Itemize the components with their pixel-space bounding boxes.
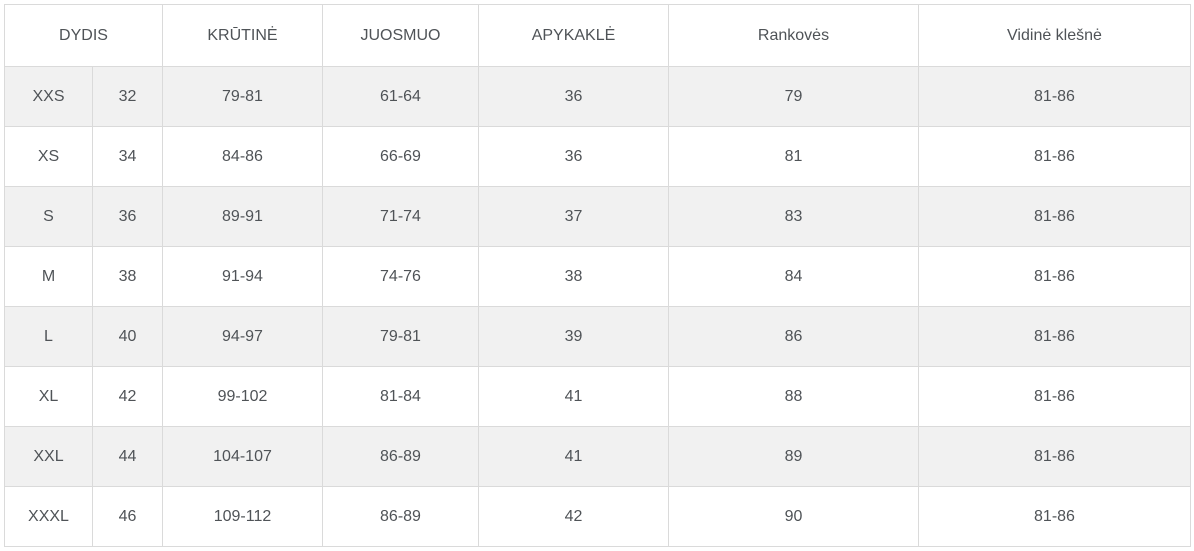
cell-chest: 84-86 <box>163 127 323 187</box>
cell-chest: 94-97 <box>163 307 323 367</box>
size-chart-table: DYDIS KRŪTINĖ JUOSMUO APYKAKLĖ Rankovės … <box>4 4 1191 547</box>
table-row: XXL 44 104-107 86-89 41 89 81-86 <box>5 427 1191 487</box>
cell-waist: 61-64 <box>323 67 479 127</box>
cell-size-num: 34 <box>93 127 163 187</box>
cell-collar: 36 <box>479 127 669 187</box>
cell-waist: 71-74 <box>323 187 479 247</box>
table-row: XXS 32 79-81 61-64 36 79 81-86 <box>5 67 1191 127</box>
cell-size-label: S <box>5 187 93 247</box>
cell-size-num: 36 <box>93 187 163 247</box>
col-header-krutine: KRŪTINĖ <box>163 5 323 67</box>
cell-inseam: 81-86 <box>919 67 1191 127</box>
cell-sleeve: 89 <box>669 427 919 487</box>
cell-collar: 41 <box>479 367 669 427</box>
cell-waist: 66-69 <box>323 127 479 187</box>
cell-collar: 39 <box>479 307 669 367</box>
table-row: XL 42 99-102 81-84 41 88 81-86 <box>5 367 1191 427</box>
table-header-row: DYDIS KRŪTINĖ JUOSMUO APYKAKLĖ Rankovės … <box>5 5 1191 67</box>
cell-inseam: 81-86 <box>919 367 1191 427</box>
cell-waist: 79-81 <box>323 307 479 367</box>
cell-waist: 81-84 <box>323 367 479 427</box>
cell-waist: 74-76 <box>323 247 479 307</box>
cell-sleeve: 81 <box>669 127 919 187</box>
cell-inseam: 81-86 <box>919 187 1191 247</box>
col-header-apykakle: APYKAKLĖ <box>479 5 669 67</box>
table-row: S 36 89-91 71-74 37 83 81-86 <box>5 187 1191 247</box>
cell-collar: 38 <box>479 247 669 307</box>
cell-size-num: 44 <box>93 427 163 487</box>
cell-chest: 99-102 <box>163 367 323 427</box>
cell-inseam: 81-86 <box>919 307 1191 367</box>
cell-inseam: 81-86 <box>919 427 1191 487</box>
cell-size-label: XXS <box>5 67 93 127</box>
col-header-juosmuo: JUOSMUO <box>323 5 479 67</box>
cell-size-label: XS <box>5 127 93 187</box>
cell-chest: 79-81 <box>163 67 323 127</box>
cell-size-label: M <box>5 247 93 307</box>
cell-chest: 91-94 <box>163 247 323 307</box>
col-header-dydis: DYDIS <box>5 5 163 67</box>
cell-size-num: 38 <box>93 247 163 307</box>
cell-size-num: 42 <box>93 367 163 427</box>
cell-inseam: 81-86 <box>919 127 1191 187</box>
cell-size-num: 32 <box>93 67 163 127</box>
table-row: M 38 91-94 74-76 38 84 81-86 <box>5 247 1191 307</box>
table-row: L 40 94-97 79-81 39 86 81-86 <box>5 307 1191 367</box>
cell-sleeve: 88 <box>669 367 919 427</box>
cell-sleeve: 83 <box>669 187 919 247</box>
cell-collar: 36 <box>479 67 669 127</box>
cell-inseam: 81-86 <box>919 247 1191 307</box>
cell-sleeve: 79 <box>669 67 919 127</box>
cell-size-num: 40 <box>93 307 163 367</box>
cell-size-label: XXL <box>5 427 93 487</box>
col-header-rankoves: Rankovės <box>669 5 919 67</box>
col-header-vidine: Vidinė klešnė <box>919 5 1191 67</box>
cell-size-label: L <box>5 307 93 367</box>
cell-collar: 37 <box>479 187 669 247</box>
cell-sleeve: 86 <box>669 307 919 367</box>
cell-chest: 104-107 <box>163 427 323 487</box>
cell-sleeve: 84 <box>669 247 919 307</box>
cell-waist: 86-89 <box>323 427 479 487</box>
cell-chest: 89-91 <box>163 187 323 247</box>
cell-size-label: XL <box>5 367 93 427</box>
cell-collar: 41 <box>479 427 669 487</box>
table-row: XS 34 84-86 66-69 36 81 81-86 <box>5 127 1191 187</box>
